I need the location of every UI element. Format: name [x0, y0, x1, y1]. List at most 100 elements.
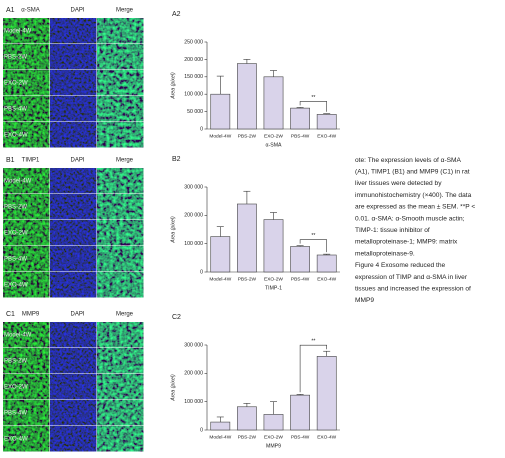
x-tick-label: PBS-4W — [291, 434, 310, 440]
micrograph — [3, 70, 50, 96]
bar — [290, 394, 310, 431]
micrograph — [97, 194, 144, 220]
row-label: PBS-4W — [4, 257, 27, 263]
x-tick-label: Model-4W — [209, 434, 231, 440]
x-tick-label: PBS-2W — [238, 276, 257, 282]
column-header: α-SMA — [21, 8, 39, 14]
bar — [316, 254, 337, 273]
x-tick-label: Model-4W — [209, 276, 231, 282]
significance-label: ** — [311, 233, 315, 239]
column-header: TIMP1 — [22, 158, 40, 164]
y-tick-label: 300 000 — [184, 342, 203, 348]
micrograph — [3, 400, 50, 426]
micrograph — [97, 400, 144, 426]
bar — [210, 236, 231, 273]
caption-line: metalloproteinase-9. — [355, 250, 415, 257]
significance-bracket — [299, 101, 327, 112]
micrograph — [3, 122, 50, 148]
row-label: PBS-4W — [4, 107, 27, 113]
y-tick-label: 200 000 — [184, 371, 203, 377]
y-tick-label: 0 — [200, 126, 203, 132]
micrograph — [3, 194, 50, 220]
y-tick-label: 100 000 — [184, 399, 203, 405]
panel-label: B1 — [6, 157, 15, 164]
x-axis-label: MMP9 — [266, 443, 281, 449]
column-header: DAPI — [70, 312, 84, 318]
micrograph — [3, 348, 50, 374]
micrograph — [3, 96, 50, 122]
micrograph — [97, 246, 144, 272]
y-tick-label: 150 000 — [184, 74, 203, 80]
bar — [237, 203, 257, 273]
micrograph — [50, 272, 97, 298]
micrograph — [50, 322, 97, 348]
caption-line: TIMP-1: tissue inhibitor of — [355, 227, 430, 234]
column-header: Merge — [116, 158, 134, 164]
caption-line: expression of TIMP and α-SMA in liver — [355, 274, 468, 281]
y-axis-label: Area (pixel) — [170, 216, 176, 244]
y-tick-label: 0 — [200, 427, 203, 433]
x-tick-label: EXO-2W — [264, 276, 283, 282]
x-tick-label: PBS-2W — [238, 133, 257, 139]
micrograph — [50, 400, 97, 426]
row-label: EXO-2W — [4, 81, 28, 87]
micrograph — [50, 374, 97, 400]
row-label: PBS-2W — [4, 359, 27, 365]
column-header: Merge — [116, 312, 134, 318]
micrograph — [97, 374, 144, 400]
row-label: Model-4W — [4, 29, 32, 35]
micrograph — [3, 168, 50, 194]
x-axis-label: TIMP-1 — [265, 285, 282, 291]
micrograph — [50, 18, 97, 44]
panel-label: A1 — [6, 7, 15, 14]
caption-line: immunohistochemistry (×400). The data — [355, 192, 472, 199]
micrograph — [50, 348, 97, 374]
y-tick-label: 100 000 — [184, 241, 203, 247]
caption-line: MMP9 — [355, 297, 374, 304]
y-axis-label: Area (pixel) — [170, 374, 176, 402]
micrograph — [97, 96, 144, 122]
micrograph — [97, 44, 144, 70]
y-tick-label: 200 000 — [184, 213, 203, 219]
row-label: PBS-2W — [4, 55, 27, 61]
y-tick-label: 200 000 — [184, 57, 203, 63]
x-tick-label: EXO-4W — [317, 276, 336, 282]
micrograph — [3, 426, 50, 452]
panel-label: A2 — [172, 11, 181, 18]
micrograph — [50, 122, 97, 148]
caption-line: Figure 4 Exosome reduced the — [355, 262, 445, 269]
row-label: EXO-2W — [4, 231, 28, 237]
row-label: EXO-2W — [4, 385, 28, 391]
caption-line: 0.01. α-SMA: α-Smooth muscle actin; — [355, 215, 465, 222]
micrograph — [97, 122, 144, 148]
y-tick-label: 100 000 — [184, 92, 203, 98]
micrograph — [3, 272, 50, 298]
bar — [263, 76, 284, 130]
bar — [263, 219, 284, 273]
row-label: EXO-4W — [4, 133, 28, 139]
y-tick-label: 250 000 — [184, 39, 203, 45]
significance-bracket — [299, 344, 327, 393]
y-tick-label: 50 000 — [187, 109, 203, 115]
caption-line: tissues and increased the expression of — [355, 285, 471, 292]
micrograph — [97, 70, 144, 96]
y-tick-label: 0 — [200, 269, 203, 275]
panel-label: B2 — [172, 156, 181, 163]
row-label: PBS-4W — [4, 411, 27, 417]
row-label: PBS-2W — [4, 205, 27, 211]
y-axis-label: Area (pixel) — [170, 72, 176, 100]
micrograph — [3, 44, 50, 70]
bar — [290, 246, 310, 273]
x-tick-label: EXO-2W — [264, 133, 283, 139]
micrograph — [50, 426, 97, 452]
micrograph — [3, 246, 50, 272]
bar — [316, 114, 337, 130]
micrograph — [3, 322, 50, 348]
x-tick-label: PBS-4W — [291, 133, 310, 139]
column-header: Merge — [116, 8, 134, 14]
panel-label: C2 — [172, 314, 181, 321]
row-label: Model-4W — [4, 179, 32, 185]
micrograph — [3, 18, 50, 44]
x-tick-label: PBS-2W — [238, 434, 257, 440]
